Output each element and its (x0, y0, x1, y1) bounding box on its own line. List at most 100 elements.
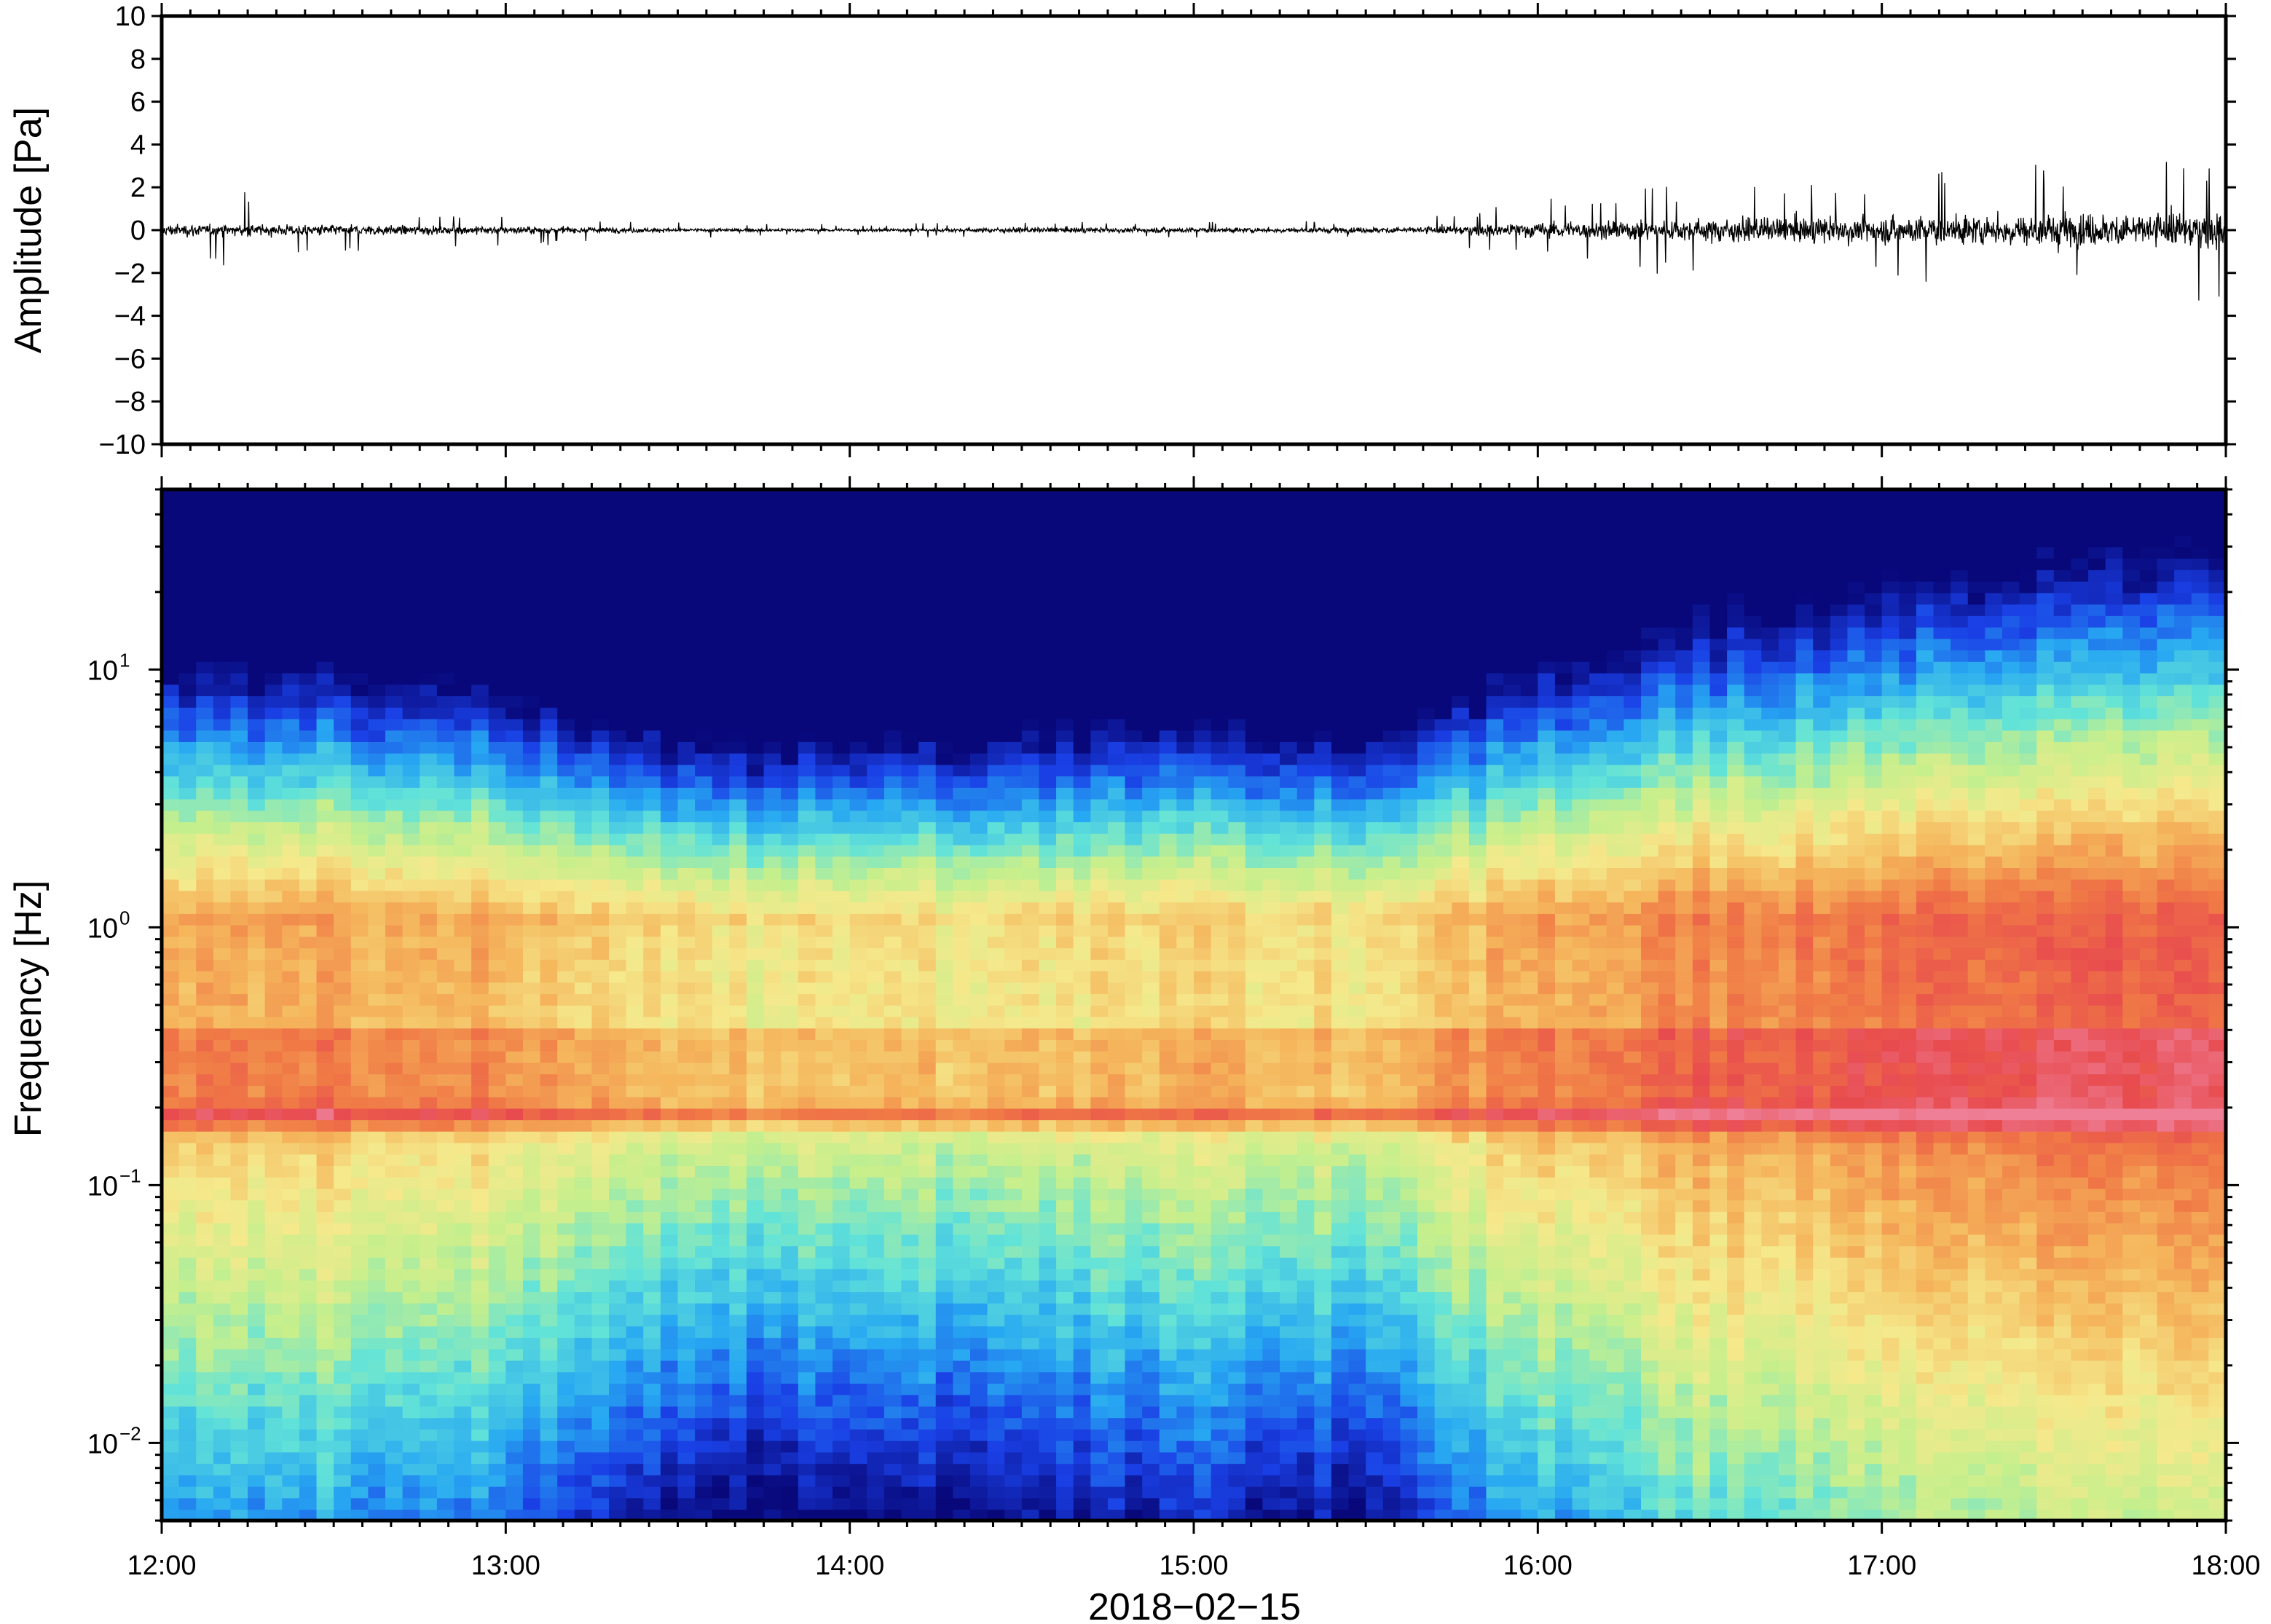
spectrogram-cell (1004, 1325, 1023, 1339)
spectrogram-cell (849, 1268, 868, 1281)
spectrogram-cell (196, 947, 214, 960)
spectrogram-cell (591, 1337, 610, 1349)
spectrogram-cell (918, 1188, 937, 1201)
spectrogram-cell (420, 661, 438, 674)
spectrogram-cell (660, 1463, 679, 1475)
spectrogram-cell (883, 1016, 902, 1029)
spectrogram-cell (540, 924, 558, 937)
spectrogram-cell (781, 810, 799, 823)
spectrogram-cell (368, 844, 386, 857)
spectrogram-cell (969, 1291, 988, 1304)
spectrogram-cell (230, 1360, 248, 1373)
spectrogram-cell (935, 1360, 954, 1373)
spectrogram-cell (626, 1234, 645, 1247)
spectrogram-cell (385, 1291, 404, 1304)
spectrogram-cell (488, 833, 507, 845)
spectrogram-cell (454, 1280, 472, 1293)
spectrogram-cell (643, 1016, 661, 1029)
spectrogram-cell (1039, 856, 1057, 868)
spectrogram-cell (316, 1291, 334, 1304)
spectrogram-cell (1039, 1199, 1057, 1212)
spectrogram-cell (299, 1177, 318, 1189)
spectrogram-cell (522, 959, 541, 971)
spectrogram-cell (557, 1509, 575, 1521)
spectrogram-cell (436, 810, 455, 823)
spectrogram-cell (1039, 1280, 1057, 1293)
spectrogram-cell (368, 1268, 386, 1281)
spectrogram-cell (591, 776, 610, 788)
spectrogram-cell (1004, 1360, 1023, 1373)
spectrogram-cell (833, 764, 851, 777)
spectrogram-cell (488, 1016, 507, 1029)
spectrogram-cell (677, 1188, 696, 1201)
spectrogram-cell (316, 1211, 334, 1223)
spectrogram-cell (746, 546, 765, 559)
spectrogram-cell (901, 913, 919, 926)
spectrogram-cell (522, 1463, 541, 1475)
spectrogram-cell (677, 1406, 696, 1419)
spectrogram-cell (385, 1211, 404, 1223)
spectrogram-cell (677, 1165, 696, 1178)
spectrogram-cell (574, 638, 593, 651)
spectrogram-cell (781, 1096, 799, 1109)
spectrogram-cell (299, 650, 318, 662)
spectrogram-cell (264, 615, 283, 628)
spectrogram-cell (677, 546, 696, 559)
spectrogram-cell (368, 913, 386, 926)
spectrogram-cell (953, 524, 971, 536)
spectrogram-cell (282, 1154, 300, 1167)
spectrogram-cell (471, 1497, 489, 1510)
spectrogram-cell (178, 1177, 197, 1189)
spectrogram-cell (368, 1234, 386, 1247)
spectrogram-cell (385, 1085, 404, 1097)
spectrogram-cell (953, 1417, 971, 1430)
spectrogram-cell (918, 787, 937, 800)
spectrogram-cell (264, 798, 283, 811)
spectrogram-cell (1004, 500, 1023, 513)
spectrogram-cell (557, 1291, 575, 1304)
spectrogram-cell (1004, 730, 1023, 742)
spectrogram-cell (849, 1245, 868, 1258)
spectrogram-cell (162, 902, 180, 914)
spectrogram-cell (1056, 1314, 1074, 1327)
spectrogram-cell (798, 1119, 816, 1132)
spectrogram-cell (918, 752, 937, 765)
spectrogram-cell (883, 947, 902, 960)
spectrogram-cell (264, 1234, 283, 1247)
spectrogram-cell (935, 1429, 954, 1441)
spectrogram-cell (471, 1486, 489, 1499)
spectrogram-cell (798, 970, 816, 983)
spectrogram-cell (1039, 650, 1057, 662)
spectrogram-cell (1004, 546, 1023, 559)
spectrogram-cell (746, 1337, 765, 1349)
spectrogram-cell (798, 1303, 816, 1315)
spectrogram-cell (471, 1177, 489, 1189)
spectrogram-cell (230, 1016, 248, 1029)
spectrogram-cell (867, 1108, 885, 1121)
spectrogram-cell (798, 1360, 816, 1373)
spectrogram-cell (368, 959, 386, 971)
spectrogram-cell (162, 1371, 180, 1384)
spectrogram-cell (264, 1394, 283, 1407)
spectrogram-cell (299, 1497, 318, 1510)
spectrogram-cell (883, 558, 902, 570)
spectrogram-cell (987, 867, 1006, 880)
spectrogram-cell (540, 1394, 558, 1407)
spectrogram-cell (815, 947, 833, 960)
spectrogram-cell (368, 718, 386, 731)
spectrogram-cell (763, 661, 782, 674)
spectrogram-cell (540, 1222, 558, 1235)
spectrogram-cell (213, 626, 232, 639)
spectrogram-cell (540, 558, 558, 570)
spectrogram-cell (368, 1165, 386, 1178)
spectrogram-cell (1004, 706, 1023, 720)
spectrogram-cell (833, 1062, 851, 1075)
spectrogram-cell (953, 1280, 971, 1293)
spectrogram-cell (626, 1314, 645, 1327)
spectrogram-cell (1021, 1165, 1040, 1178)
spectrogram-cell (969, 1451, 988, 1465)
spectrogram-cell (316, 913, 334, 926)
spectrogram-cell (299, 1325, 318, 1339)
spectrogram-cell (781, 1383, 799, 1395)
